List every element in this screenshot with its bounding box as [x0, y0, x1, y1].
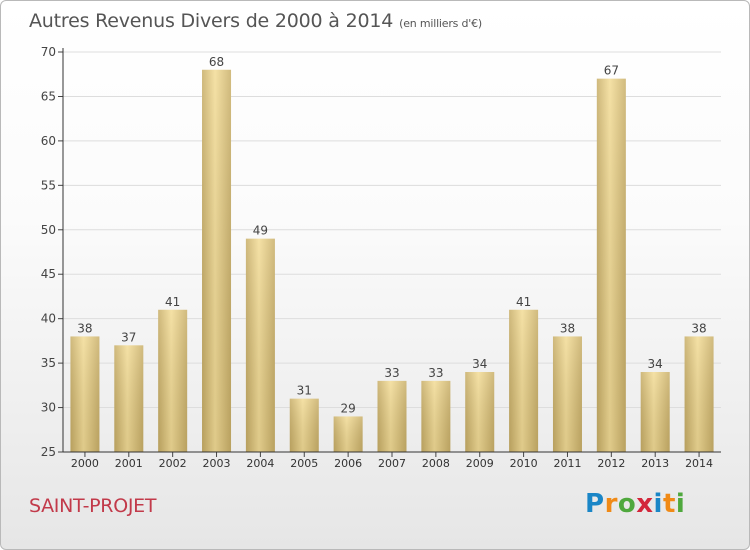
bar-shade — [421, 380, 451, 452]
data-label: 68 — [209, 55, 224, 69]
x-tick-label: 2007 — [378, 457, 406, 470]
logo-letter: o — [617, 489, 637, 519]
axes: 25 30 35 40 45 50 55 60 65 70 2000 2001 2002 2003 2004… — [41, 45, 721, 470]
bar-shade — [158, 309, 188, 452]
data-label: 37 — [121, 330, 136, 344]
chart-title: Autres Revenus Divers de 2000 à 2014 (en … — [29, 10, 482, 32]
bar-shade — [377, 380, 407, 452]
bar-shade — [245, 238, 275, 452]
bar-shade — [333, 416, 363, 452]
bar-shade — [289, 398, 319, 452]
x-tick-label: 2014 — [685, 457, 713, 470]
logo-letter: r — [604, 489, 618, 519]
x-tick-label: 2013 — [641, 457, 669, 470]
x-tick-label: 2000 — [71, 457, 99, 470]
y-tick-label: 35 — [41, 356, 56, 370]
bar-shade — [202, 69, 232, 453]
x-tick-label: 2001 — [115, 457, 143, 470]
data-labels: 38 37 41 68 49 31 29 33 33 34 41 38 67 34 38 — [77, 55, 706, 416]
x-tick-label: 2010 — [510, 457, 538, 470]
x-tick-label: 2004 — [246, 457, 274, 470]
y-tick-label: 30 — [41, 401, 56, 415]
x-tick-label: 2011 — [553, 457, 581, 470]
logo-letter: i — [653, 489, 663, 519]
data-label: 29 — [340, 401, 355, 415]
bar-shade — [640, 372, 670, 452]
x-tick-label: 2009 — [466, 457, 494, 470]
chart-subtitle: (en milliers d'€) — [399, 17, 483, 30]
y-tick-label: 45 — [41, 267, 56, 281]
x-tick-label: 2006 — [334, 457, 362, 470]
y-tick-label: 55 — [41, 178, 56, 192]
data-label: 41 — [165, 295, 180, 309]
logo-letter: t — [662, 489, 676, 519]
logo-letter: x — [636, 489, 654, 519]
logo-letter: P — [585, 489, 605, 519]
x-tick-label: 2003 — [203, 457, 231, 470]
y-tick-label: 25 — [41, 445, 56, 459]
y-tick-label: 40 — [41, 312, 56, 326]
data-label: 31 — [297, 384, 312, 398]
bar-shade — [114, 345, 144, 452]
proxiti-logo: Proxiti — [585, 489, 685, 519]
bar-shade — [509, 309, 539, 452]
y-tick-label: 60 — [41, 134, 56, 148]
x-tick-label: 2012 — [597, 457, 625, 470]
data-label: 38 — [560, 321, 575, 335]
chart-title-text: Autres Revenus Divers de 2000 à 2014 — [29, 10, 394, 32]
bars — [70, 69, 714, 453]
bar-shade — [552, 336, 582, 452]
x-tick-label: 2008 — [422, 457, 450, 470]
logo-letter: i — [675, 489, 686, 519]
x-tick-label: 2005 — [290, 457, 318, 470]
data-label: 49 — [253, 224, 268, 238]
data-label: 38 — [77, 321, 92, 335]
bar-shade — [684, 336, 714, 452]
bar-shade — [465, 372, 495, 452]
bar-shade — [70, 336, 100, 452]
commune-name: SAINT-PROJET — [29, 495, 157, 517]
data-label: 34 — [472, 357, 487, 371]
x-tick-label: 2002 — [159, 457, 187, 470]
data-label: 38 — [691, 321, 706, 335]
y-tick-label: 50 — [41, 223, 56, 237]
data-label: 34 — [648, 357, 663, 371]
y-tick-label: 65 — [41, 89, 56, 103]
data-label: 33 — [384, 366, 399, 380]
bar-shade — [596, 78, 626, 453]
y-tick-label: 70 — [41, 45, 56, 59]
data-label: 67 — [604, 64, 619, 78]
data-label: 41 — [516, 295, 531, 309]
data-label: 33 — [428, 366, 443, 380]
